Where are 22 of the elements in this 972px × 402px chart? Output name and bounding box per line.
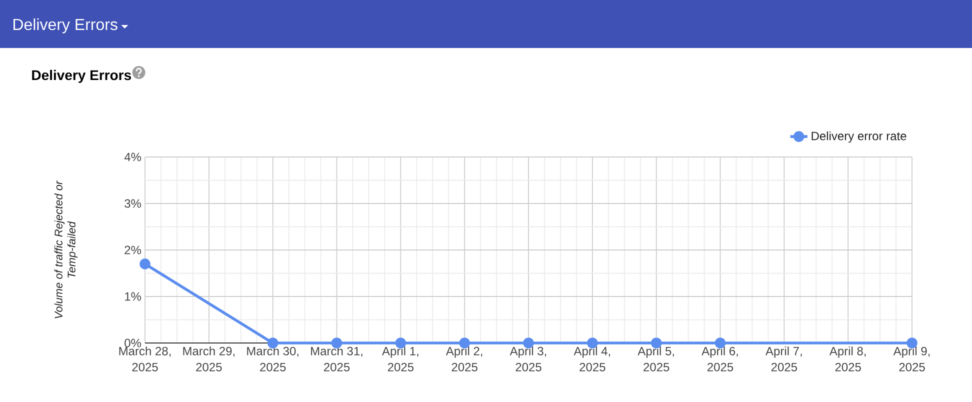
y-tick-label: 2% bbox=[124, 246, 142, 254]
x-tick-label: April 8, 2025 bbox=[829, 346, 866, 372]
y-tick-label: 3% bbox=[124, 199, 142, 208]
x-tick-label: March 29, 2025 bbox=[183, 346, 235, 372]
x-tick-label: April 9, 2025 bbox=[893, 346, 930, 372]
x-tick-label: April 2, 2025 bbox=[446, 346, 482, 372]
y-tick-label: 1% bbox=[125, 292, 142, 301]
chart-title: Delivery Errors bbox=[32, 70, 131, 83]
x-tick-label: April 6, 2025 bbox=[702, 346, 738, 372]
x-tick-label: April 4, 2025 bbox=[574, 346, 610, 372]
text: Delivery Errors bbox=[14, 18, 118, 34]
legend-label: Delivery error rate bbox=[812, 131, 906, 143]
x-tick-label: April 7, 2025 bbox=[766, 346, 802, 372]
y-tick-label: 0% bbox=[124, 338, 142, 348]
x-tick-label: March 30, 2025 bbox=[247, 346, 298, 372]
y-axis-title: Volume of traffic Rejected or Temp-failed bbox=[54, 180, 78, 318]
y-tick-label: 4% bbox=[124, 152, 142, 162]
x-tick-label: March 31, 2025 bbox=[311, 346, 362, 372]
x-tick-label: March 28, 2025 bbox=[119, 346, 171, 372]
x-tick-label: April 1, 2025 bbox=[382, 346, 418, 372]
x-tick-label: April 3, 2025 bbox=[510, 346, 546, 372]
x-tick-label: April 5, 2025 bbox=[638, 346, 674, 372]
